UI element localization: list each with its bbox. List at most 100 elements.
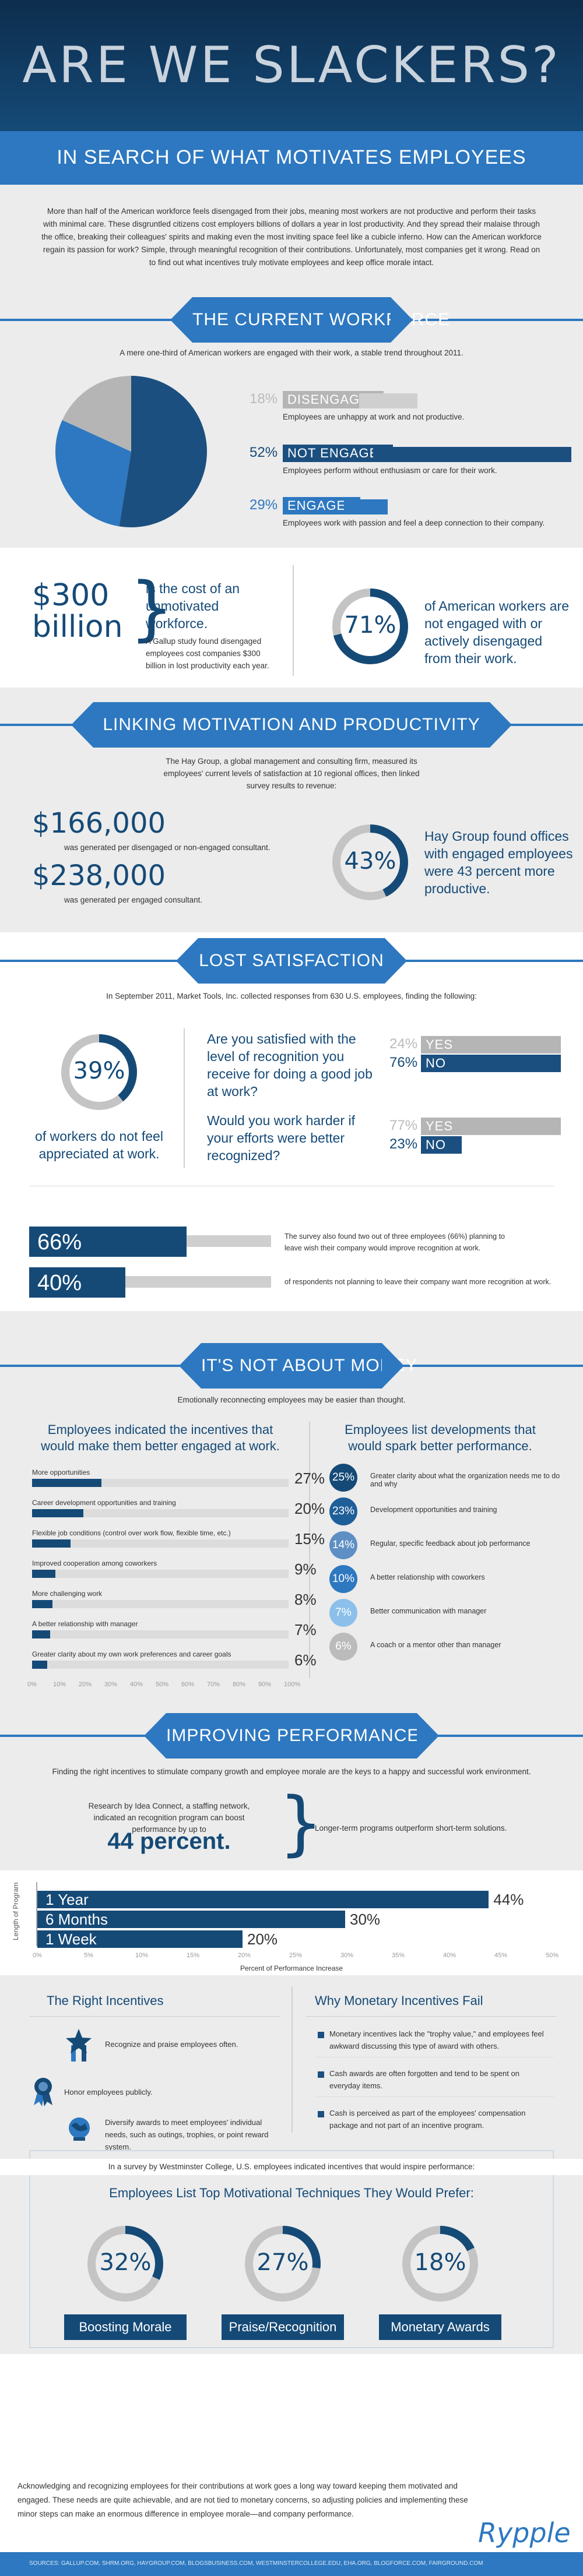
preference-label: Praise/Recognition <box>222 2314 344 2340</box>
footer-bar: SOURCES: GALLUP.COM, SHRM.ORG, HAYGROUP.… <box>0 2552 583 2576</box>
axis-tick: 80% <box>233 1681 246 1688</box>
incentive-bar <box>32 1661 48 1669</box>
monetary-fail-2: Cash awards are often forgotten and tend… <box>329 2069 519 2090</box>
incentive-label: More opportunities <box>32 1468 90 1476</box>
incentive-label: A better relationship with manager <box>32 1620 138 1628</box>
preference-ring <box>402 2226 478 2302</box>
incentive-row: Improved cooperation among coworkers 9% <box>32 1559 317 1587</box>
appreciation-ring <box>61 1034 137 1110</box>
development-row: 6% A coach or a mentor other than manage… <box>329 1633 574 1662</box>
development-pct-circle: 6% <box>329 1633 357 1661</box>
incentive-bar <box>32 1600 53 1608</box>
appreciation-text: of workers do not feel appreciated at wo… <box>35 1129 163 1161</box>
axis-tick: 10% <box>135 1952 149 1959</box>
development-pct-circle: 10% <box>329 1565 357 1593</box>
not-engaged-pct: 52% <box>250 445 278 460</box>
development-label: A better relationship with coworkers <box>370 1573 485 1581</box>
section-intro: Emotionally reconnecting employees may b… <box>177 1396 406 1404</box>
ring-fill <box>332 589 408 664</box>
section-intro: Finding the right incentives to stimulat… <box>52 1767 531 1776</box>
ring-fill <box>61 1034 137 1110</box>
star-ribbon-icon <box>66 2029 92 2061</box>
q1-yes-pct: 24% <box>389 1036 418 1052</box>
preference-ring <box>87 2226 163 2302</box>
productivity-ring-pct: 43% <box>344 848 396 875</box>
section-band-money: IT'S NOT ABOUT MONEY <box>0 1343 583 1389</box>
q1-no-pct: 76% <box>389 1055 418 1070</box>
incentive-bar <box>32 1570 55 1578</box>
q2-no-pct: 23% <box>389 1136 418 1152</box>
not-engaged-bar-ext <box>373 447 571 462</box>
axis-tick: 10% <box>53 1681 66 1688</box>
incentive-row: Greater clarity about my own work prefer… <box>32 1650 317 1678</box>
bullet-square <box>318 2032 324 2038</box>
preference-label: Boosting Morale <box>64 2314 187 2340</box>
incentive-track <box>32 1570 289 1578</box>
incentive-row: A better relationship with manager 7% <box>32 1620 317 1648</box>
axis-tick: 60% <box>181 1681 195 1688</box>
bullet-square <box>318 2071 324 2078</box>
cost-detail: A Gallup study found disengaged employee… <box>146 637 269 670</box>
axis-tick: 0% <box>27 1681 37 1688</box>
survey-text: In a survey by Westminster College, U.S.… <box>108 2162 475 2171</box>
x-axis-label: Percent of Performance Increase <box>240 1964 343 1972</box>
engaged-bar-ext <box>344 499 388 515</box>
engaged-pct: 29% <box>250 497 278 513</box>
incentive-track <box>32 1479 289 1487</box>
axis-tick: 0% <box>33 1952 42 1959</box>
incentive-track <box>32 1509 289 1517</box>
incentive-pct: 27% <box>294 1470 325 1487</box>
longer-text: Longer-term programs outperform short-te… <box>315 1824 507 1833</box>
divider <box>293 565 294 676</box>
monetary-fail-heading: Why Monetary Incentives Fail <box>315 1993 483 2008</box>
section-intro: In September 2011, Market Tools, Inc. co… <box>106 992 477 1000</box>
page-subtitle: IN SEARCH OF WHAT MOTIVATES EMPLOYEES <box>57 146 526 168</box>
right-incentive-3: Diversify awards to meet employees' indi… <box>105 2118 269 2151</box>
development-row: 25% Greater clarity about what the organ… <box>329 1464 574 1493</box>
axis-tick: 35% <box>392 1952 405 1959</box>
incentive-label: Career development opportunities and tra… <box>32 1499 176 1507</box>
disengaged-bar-ext <box>359 393 417 408</box>
incentive-track <box>32 1600 289 1608</box>
development-row: 23% Development opportunities and traini… <box>329 1497 574 1527</box>
performance-bar: 6 Months <box>37 1911 345 1928</box>
development-pct-circle: 25% <box>329 1464 357 1492</box>
axis-tick: 15% <box>187 1952 200 1959</box>
subtitle-bar: IN SEARCH OF WHAT MOTIVATES EMPLOYEES <box>0 131 583 185</box>
brace-glyph: } <box>279 1783 324 1864</box>
appreciation-ring-pct: 39% <box>73 1058 125 1084</box>
development-label: Better communication with manager <box>370 1607 487 1615</box>
pie-slice-not-engaged <box>119 376 207 527</box>
divider <box>309 1422 310 1678</box>
amount-disengaged-desc: was generated per disengaged or non-enga… <box>64 843 271 852</box>
preferences-heading: Employees List Top Motivational Techniqu… <box>109 2186 474 2200</box>
developments-heading: Employees list developments that would s… <box>345 1422 536 1453</box>
axis-tick: 40% <box>443 1952 456 1959</box>
brace-glyph: } <box>129 568 174 649</box>
incentive-track <box>32 1539 289 1548</box>
incentive-bar <box>32 1539 71 1548</box>
preference-pct: 18% <box>414 2249 466 2276</box>
incentive-row: Flexible job conditions (control over wo… <box>32 1529 325 1557</box>
performance-bar-pct: 20% <box>247 1930 278 1948</box>
axis-tick: 20% <box>238 1952 251 1959</box>
q1-yes-bar: YES <box>421 1036 561 1053</box>
section-heading: IT'S NOT ABOUT MONEY <box>201 1356 418 1375</box>
q2-no-bar: NO <box>421 1136 462 1154</box>
incentive-bar <box>32 1509 83 1517</box>
cost-amount: $300 billion <box>32 578 123 644</box>
bar-40: 40% <box>29 1267 125 1298</box>
preference-pct: 27% <box>257 2249 309 2276</box>
not-engaged-desc: Employees perform without enthusiasm or … <box>283 466 497 475</box>
development-pct-circle: 14% <box>329 1531 357 1559</box>
development-row: 14% Regular, specific feedback about job… <box>329 1531 574 1560</box>
research-text: Research by Idea Connect, a staffing net… <box>88 1802 250 1834</box>
incentive-pct: 7% <box>294 1621 317 1638</box>
question-2: Would you work harder if your efforts we… <box>207 1113 355 1163</box>
development-row: 10% A better relationship with coworkers <box>329 1565 574 1594</box>
incentive-row: Career development opportunities and tra… <box>32 1499 325 1527</box>
globe-ribbon-icon <box>69 2117 90 2141</box>
amount-engaged: $238,000 <box>32 859 166 892</box>
incentive-label: Improved cooperation among coworkers <box>32 1559 157 1567</box>
section-heading: THE CURRENT WORKFORCE <box>192 310 451 329</box>
